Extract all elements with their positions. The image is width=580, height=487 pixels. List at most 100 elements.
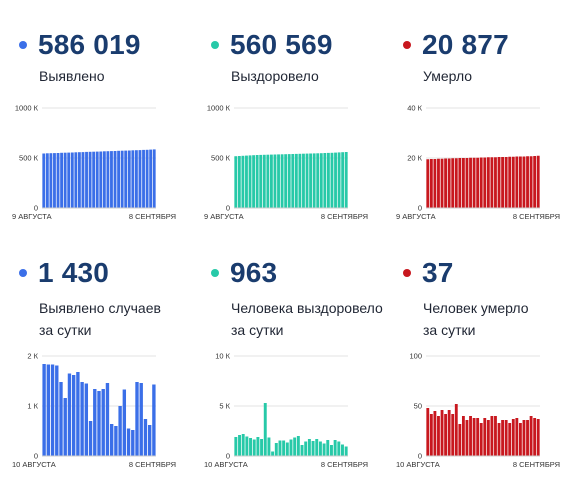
y-tick-label: 0 [226,452,230,461]
bar [63,152,67,208]
bar [84,383,89,456]
bar [106,151,110,208]
x-end-label: 8 СЕНТЯБРЯ [321,460,368,469]
bar [49,153,53,208]
bar [85,151,88,208]
y-tick-label: 0 [418,204,422,213]
bar [95,151,99,208]
bar [529,416,533,456]
bar [536,155,540,208]
bar [278,440,282,456]
bar [465,158,469,208]
bar [42,364,46,456]
bar [511,156,515,208]
bar [149,149,153,208]
bar [287,154,291,208]
bar [497,423,501,456]
bar [63,398,67,456]
bar [504,157,508,208]
bar [262,154,266,208]
y-tick-label: 1000 К [15,104,39,113]
bar [326,152,330,208]
bar [444,414,448,456]
bar [298,153,302,208]
bar [533,156,537,208]
x-start-label: 10 АВГУСТА [12,460,56,469]
bar [447,158,451,208]
bar [472,157,476,208]
bar-chart-deaths-total: 0 20 К 40 К 9 АВГУСТА 8 СЕНТЯБРЯ [396,104,560,222]
y-tick-label: 0 [34,452,38,461]
x-start-label: 9 АВГУСТА [204,212,244,221]
bar [451,158,455,208]
bar [59,382,63,456]
bar [454,158,458,208]
bar [529,156,533,208]
y-tick-label: 10 К [215,352,230,361]
panel-detected-daily: 1 430 Выявлено случаев за сутки 0 1 К 2 К 1… [0,258,190,483]
bar [142,149,145,208]
bar [526,156,529,208]
bar [53,153,56,208]
y-tick-label: 100 [409,352,422,361]
bar [501,420,505,456]
bar [330,152,334,208]
x-end-label: 8 СЕНТЯБРЯ [129,212,176,221]
bar [490,157,494,208]
stat-row: 586 019 [0,30,141,60]
panel-deaths-total: 20 877 Умерло 0 20 К 40 К 9 АВГУСТА 8 СЕНТЯБ… [384,30,574,230]
bar [110,151,113,208]
bar [305,153,309,208]
bar [319,153,323,208]
x-start-label: 9 АВГУСТА [396,212,436,221]
bar [429,414,433,456]
bar [458,158,462,208]
legend-dot [211,269,219,277]
stat-label: Выявлено случаев за сутки [39,300,161,338]
bar [280,154,284,208]
bar [293,437,297,456]
bar [300,445,304,456]
bar [522,156,526,208]
bar [266,154,270,208]
bar [271,451,275,456]
bar [101,389,105,456]
y-tick-label: 500 К [19,154,39,163]
bar [304,441,308,456]
y-tick-label: 0 [34,204,38,213]
stat-row: 963 [192,258,277,288]
stat-value: 560 569 [230,29,333,60]
bar [429,159,433,208]
x-end-label: 8 СЕНТЯБРЯ [513,460,560,469]
bar [252,439,256,456]
bar [315,439,319,456]
bar [259,154,263,208]
bar [76,372,80,456]
bar [284,154,288,208]
bar-chart-deaths-daily: 0 50 100 10 АВГУСТА 8 СЕНТЯБРЯ [396,352,560,470]
bar [494,157,497,208]
bar [469,157,472,208]
bar [337,152,341,208]
bar [494,416,497,456]
bar [490,416,494,456]
bar [109,424,114,456]
bar [138,150,142,208]
bar [147,425,152,456]
bar [522,420,526,456]
bar [117,150,121,208]
bar [50,364,55,456]
bar [479,423,483,456]
bar [451,414,455,456]
bar [263,403,267,456]
stat-value: 586 019 [38,29,141,60]
y-tick-label: 40 К [407,104,422,113]
bar [277,154,280,208]
y-tick-label: 20 К [407,154,422,163]
x-end-label: 8 СЕНТЯБРЯ [129,460,176,469]
bar [139,383,143,456]
bar [237,156,241,208]
stat-label: Выявлено [39,68,105,84]
bar [274,443,278,456]
y-tick-label: 2 К [27,352,38,361]
